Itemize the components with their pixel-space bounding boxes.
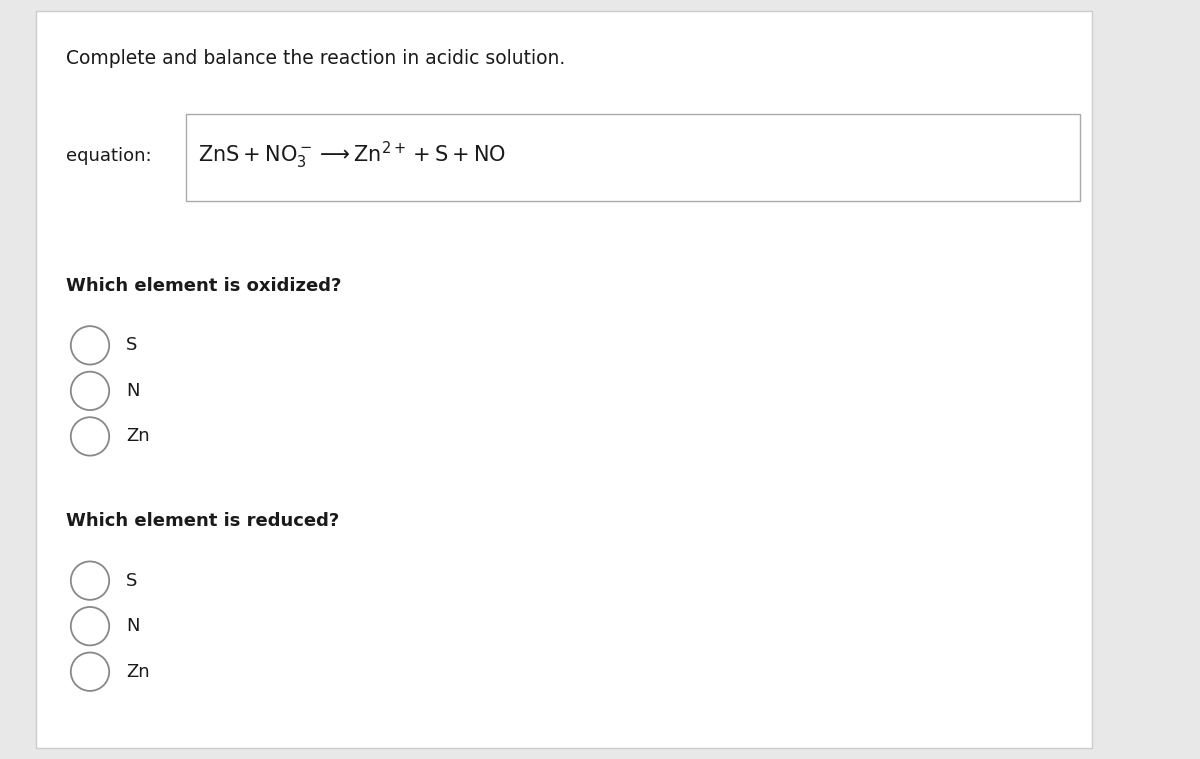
Text: N: N: [126, 382, 139, 400]
Text: N: N: [126, 617, 139, 635]
Text: S: S: [126, 572, 137, 590]
Text: Zn: Zn: [126, 663, 150, 681]
Text: Complete and balance the reaction in acidic solution.: Complete and balance the reaction in aci…: [66, 49, 565, 68]
FancyBboxPatch shape: [186, 114, 1080, 201]
Text: $\mathrm{ZnS + NO_3^- \longrightarrow Zn^{2+} + S + NO}$: $\mathrm{ZnS + NO_3^- \longrightarrow Zn…: [198, 140, 506, 172]
Text: equation:: equation:: [66, 146, 151, 165]
Text: Zn: Zn: [126, 427, 150, 446]
Text: S: S: [126, 336, 137, 354]
Text: Which element is reduced?: Which element is reduced?: [66, 512, 340, 531]
FancyBboxPatch shape: [36, 11, 1092, 748]
Text: Which element is oxidized?: Which element is oxidized?: [66, 277, 341, 295]
